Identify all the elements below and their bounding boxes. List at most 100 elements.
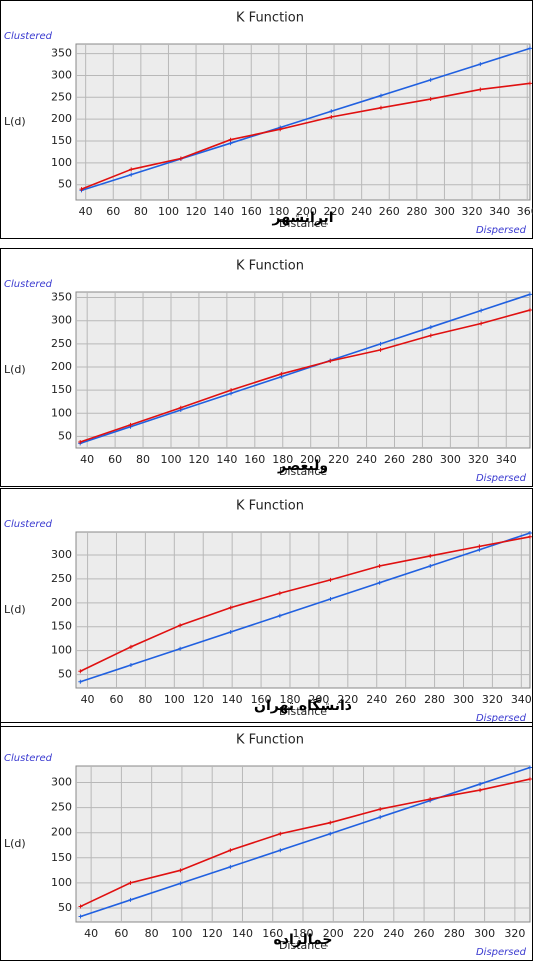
y-tick-label: 250	[51, 90, 72, 103]
y-axis-label: L(d)	[4, 363, 26, 376]
clustered-label: Clustered	[4, 279, 53, 290]
y-tick-label: 50	[58, 178, 72, 191]
series-line	[80, 532, 531, 683]
y-tick-label: 50	[58, 901, 72, 914]
chart-title: K Function	[236, 259, 304, 274]
dispersed-label: Dispersed	[476, 225, 527, 236]
x-tick-label: 200	[296, 205, 317, 218]
location-caption: ولیعصر	[277, 458, 328, 474]
y-tick-label: 350	[51, 47, 72, 60]
x-tick-label: 160	[262, 927, 283, 940]
y-tick-label: 350	[51, 291, 72, 304]
series-line	[80, 766, 531, 918]
point-marker	[128, 644, 133, 649]
point-marker	[78, 439, 83, 444]
x-tick-label: 300	[440, 453, 461, 466]
x-tick-label: 100	[171, 927, 192, 940]
y-tick-label: 200	[51, 826, 72, 839]
y-tick-label: 200	[51, 596, 72, 609]
point-marker	[178, 623, 183, 628]
x-tick-label: 340	[511, 693, 532, 706]
point-marker	[129, 172, 134, 177]
series-line	[79, 535, 531, 672]
x-tick-label: 260	[395, 693, 416, 706]
point-marker	[178, 868, 183, 873]
x-tick-label: 260	[379, 205, 400, 218]
x-tick-label: 40	[79, 205, 93, 218]
dispersed-label: Dispersed	[476, 713, 527, 724]
y-tick-label: 300	[51, 314, 72, 327]
x-tick-label: 80	[145, 927, 159, 940]
x-tick-label: 60	[114, 927, 128, 940]
x-tick-label: 120	[188, 453, 209, 466]
point-marker	[478, 62, 483, 67]
point-marker	[328, 820, 333, 825]
point-marker	[428, 553, 433, 558]
y-tick-label: 150	[51, 134, 72, 147]
point-marker	[378, 105, 383, 110]
x-axis-label: Distance	[279, 217, 327, 230]
x-axis-label: Distance	[279, 705, 327, 718]
x-tick-label: 300	[474, 927, 495, 940]
x-tick-label: 220	[353, 927, 374, 940]
series-line	[81, 82, 531, 190]
y-axis-label: L(d)	[4, 837, 26, 850]
point-marker	[279, 371, 284, 376]
x-tick-label: 160	[244, 453, 265, 466]
x-tick-label: 280	[444, 927, 465, 940]
point-marker	[178, 881, 183, 886]
x-tick-label: 240	[351, 205, 372, 218]
x-tick-label: 220	[328, 453, 349, 466]
point-marker	[528, 765, 532, 770]
point-marker	[377, 563, 382, 568]
x-tick-label: 220	[337, 693, 358, 706]
x-tick-label: 320	[468, 453, 489, 466]
x-tick-label: 280	[406, 205, 427, 218]
point-marker	[228, 137, 233, 142]
point-marker	[478, 788, 483, 793]
point-marker	[478, 87, 483, 92]
x-tick-label: 260	[384, 453, 405, 466]
point-marker	[477, 544, 482, 549]
y-tick-label: 150	[51, 851, 72, 864]
point-marker	[128, 663, 133, 668]
x-tick-label: 120	[186, 205, 207, 218]
y-tick-label: 100	[51, 406, 72, 419]
x-tick-label: 120	[202, 927, 223, 940]
point-marker	[329, 114, 334, 119]
y-tick-label: 250	[51, 337, 72, 350]
point-marker	[329, 109, 334, 114]
point-marker	[128, 880, 133, 885]
point-marker	[328, 358, 333, 363]
x-tick-label: 40	[81, 693, 95, 706]
x-tick-label: 260	[414, 927, 435, 940]
clustered-label: Clustered	[4, 31, 53, 42]
x-tick-label: 140	[216, 453, 237, 466]
point-marker	[277, 613, 282, 618]
x-tick-label: 320	[482, 693, 503, 706]
x-tick-label: 100	[158, 205, 179, 218]
point-marker	[378, 93, 383, 98]
y-tick-label: 50	[58, 429, 72, 442]
x-tick-label: 320	[504, 927, 525, 940]
x-tick-label: 280	[424, 693, 445, 706]
location-caption: ایرانشهر	[271, 210, 333, 226]
x-tick-label: 360	[517, 205, 533, 218]
x-tick-label: 60	[108, 453, 122, 466]
y-tick-label: 50	[58, 668, 72, 681]
x-tick-label: 200	[300, 453, 321, 466]
y-tick-label: 150	[51, 620, 72, 633]
x-tick-label: 300	[453, 693, 474, 706]
y-tick-label: 300	[51, 68, 72, 81]
y-tick-label: 300	[51, 776, 72, 789]
x-tick-label: 220	[324, 205, 345, 218]
x-tick-label: 160	[241, 205, 262, 218]
point-marker	[428, 77, 433, 82]
x-tick-label: 280	[412, 453, 433, 466]
series-line	[79, 309, 531, 443]
x-tick-label: 200	[323, 927, 344, 940]
point-marker	[229, 388, 234, 393]
x-tick-label: 300	[434, 205, 455, 218]
point-marker	[528, 81, 532, 86]
